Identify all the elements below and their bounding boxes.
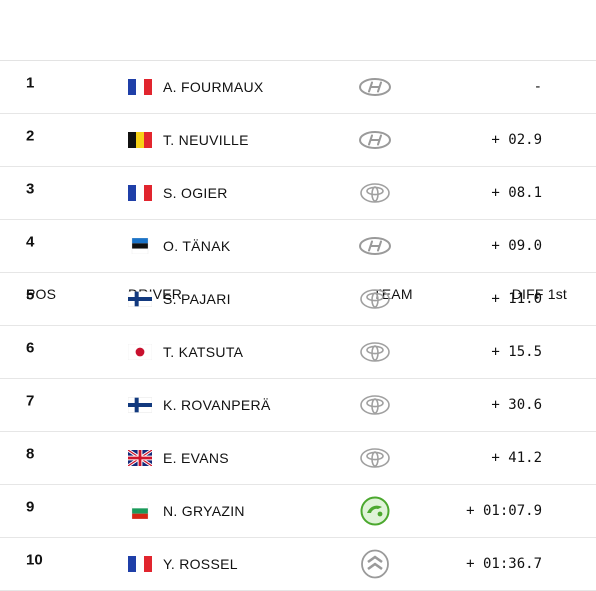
row-driver[interactable]: T. NEUVILLE (128, 132, 249, 148)
driver-name: K. ROVANPERÄ (163, 397, 271, 413)
driver-name: N. GRYAZIN (163, 503, 245, 519)
row-position: 6 (26, 339, 34, 356)
belgium-flag-icon (128, 132, 152, 148)
driver-name: E. EVANS (163, 450, 229, 466)
citroen-logo-icon (358, 551, 392, 577)
row-driver[interactable]: S. PAJARI (128, 291, 231, 307)
row-diff: - (534, 79, 542, 95)
row-position: 5 (26, 286, 34, 303)
driver-name: T. NEUVILLE (163, 132, 249, 148)
row-diff: + 01:07.9 (466, 503, 542, 519)
skoda-logo-icon (358, 498, 392, 524)
driver-name: O. TÄNAK (163, 238, 231, 254)
toyota-logo-icon (358, 339, 392, 365)
row-position: 8 (26, 445, 34, 462)
row-diff: + 41.2 (491, 450, 542, 466)
driver-name: S. PAJARI (163, 291, 231, 307)
finland-flag-icon (128, 291, 152, 307)
row-position: 9 (26, 498, 34, 515)
table-row[interactable]: 3 S. OGIER + 08.1 (0, 167, 596, 220)
row-diff: + 01:36.7 (466, 556, 542, 572)
table-header: POS DRIVER TEAM DIFF 1st (0, 0, 596, 61)
row-position: 3 (26, 180, 34, 197)
table-row[interactable]: 5 S. PAJARI + 11.0 (0, 273, 596, 326)
row-diff: + 09.0 (491, 238, 542, 254)
toyota-logo-icon (358, 445, 392, 471)
table-row[interactable]: 10 Y. ROSSEL + 01:36.7 (0, 538, 596, 591)
row-position: 2 (26, 127, 34, 144)
row-diff: + 08.1 (491, 185, 542, 201)
table-row[interactable]: 8 E. EVANS + 41.2 (0, 432, 596, 485)
table-row[interactable]: 1 A. FOURMAUX - (0, 61, 596, 114)
driver-name: Y. ROSSEL (163, 556, 238, 572)
row-position: 10 (26, 551, 43, 568)
hyundai-logo-icon (358, 127, 392, 153)
row-diff: + 15.5 (491, 344, 542, 360)
row-driver[interactable]: T. KATSUTA (128, 344, 243, 360)
table-row[interactable]: 4 O. TÄNAK + 09.0 (0, 220, 596, 273)
table-row[interactable]: 2 T. NEUVILLE + 02.9 (0, 114, 596, 167)
france-flag-icon (128, 185, 152, 201)
hyundai-logo-icon (358, 233, 392, 259)
bulgaria-flag-icon (128, 503, 152, 519)
row-driver[interactable]: N. GRYAZIN (128, 503, 245, 519)
table-row[interactable]: 6 T. KATSUTA + 15.5 (0, 326, 596, 379)
driver-name: S. OGIER (163, 185, 228, 201)
france-flag-icon (128, 79, 152, 95)
driver-name: T. KATSUTA (163, 344, 243, 360)
table-row[interactable]: 9 N. GRYAZIN + 01:07.9 (0, 485, 596, 538)
table-row[interactable]: 7 K. ROVANPERÄ + 30.6 (0, 379, 596, 432)
row-position: 7 (26, 392, 34, 409)
row-driver[interactable]: A. FOURMAUX (128, 79, 264, 95)
row-driver[interactable]: O. TÄNAK (128, 238, 231, 254)
estonia-flag-icon (128, 238, 152, 254)
row-diff: + 11.0 (491, 291, 542, 307)
row-position: 4 (26, 233, 34, 250)
finland-flag-icon (128, 397, 152, 413)
uk-flag-icon (128, 450, 152, 466)
row-diff: + 02.9 (491, 132, 542, 148)
driver-name: A. FOURMAUX (163, 79, 264, 95)
toyota-logo-icon (358, 180, 392, 206)
france-flag-icon (128, 556, 152, 572)
row-diff: + 30.6 (491, 397, 542, 413)
row-driver[interactable]: K. ROVANPERÄ (128, 397, 271, 413)
row-driver[interactable]: Y. ROSSEL (128, 556, 238, 572)
row-position: 1 (26, 74, 34, 91)
japan-flag-icon (128, 344, 152, 360)
row-driver[interactable]: E. EVANS (128, 450, 229, 466)
row-driver[interactable]: S. OGIER (128, 185, 228, 201)
hyundai-logo-icon (358, 74, 392, 100)
toyota-logo-icon (358, 392, 392, 418)
toyota-logo-icon (358, 286, 392, 312)
